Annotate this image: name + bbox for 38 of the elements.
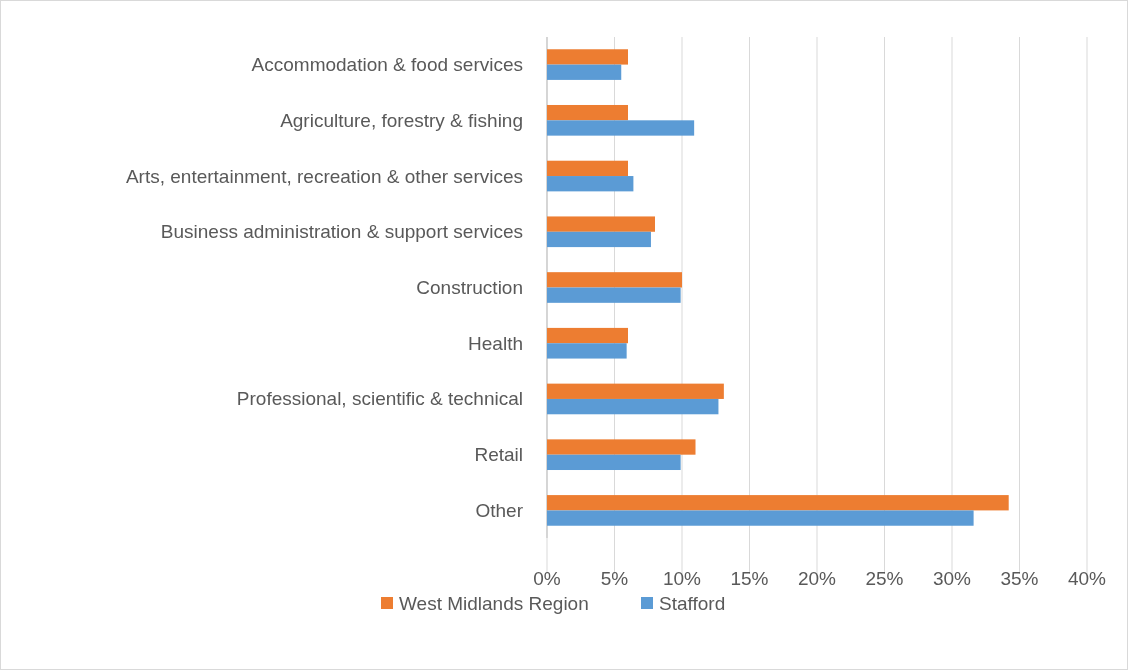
bar — [547, 454, 681, 471]
bar — [547, 176, 634, 192]
y-tick-label: Accommodation & food services — [251, 54, 523, 76]
x-tick-label: 30% — [932, 567, 972, 589]
x-tick-label: 25% — [865, 567, 904, 589]
x-tick-label: 10% — [662, 567, 702, 589]
bar — [547, 495, 1009, 511]
bar — [547, 49, 628, 65]
y-tick-label: Retail — [474, 444, 523, 466]
bar — [547, 64, 622, 80]
bar — [547, 383, 724, 399]
x-tick-label: 0% — [533, 567, 561, 589]
x-tick-label: 35% — [1000, 567, 1039, 589]
y-tick-label: Health — [468, 332, 523, 354]
x-tick-label: 15% — [730, 567, 769, 589]
bar — [547, 287, 681, 303]
x-tick-label: 40% — [1067, 567, 1107, 589]
bar — [547, 398, 719, 415]
bar — [547, 120, 695, 136]
bar — [547, 216, 655, 232]
y-tick-label: Construction — [416, 277, 523, 298]
bar — [547, 439, 696, 455]
bar — [547, 104, 628, 121]
y-tick-label: Professional, scientific & technical — [236, 388, 523, 410]
legend-label: West Midlands Region — [399, 592, 589, 614]
x-tick-label: 5% — [600, 567, 629, 589]
bar — [547, 327, 628, 344]
y-tick-label: Agriculture, forestry & fishing — [280, 109, 523, 131]
bar — [547, 272, 682, 288]
bar — [547, 510, 974, 526]
bar — [547, 343, 627, 359]
y-tick-label: Arts, entertainment, recreation & other services — [125, 165, 523, 187]
bar — [547, 231, 651, 248]
y-tick-label: Business administration & support services — [160, 221, 523, 243]
bar — [547, 160, 628, 177]
y-tick-label: Other — [475, 499, 524, 521]
legend-label: Stafford — [659, 592, 726, 614]
x-tick-label: 20% — [797, 567, 837, 589]
